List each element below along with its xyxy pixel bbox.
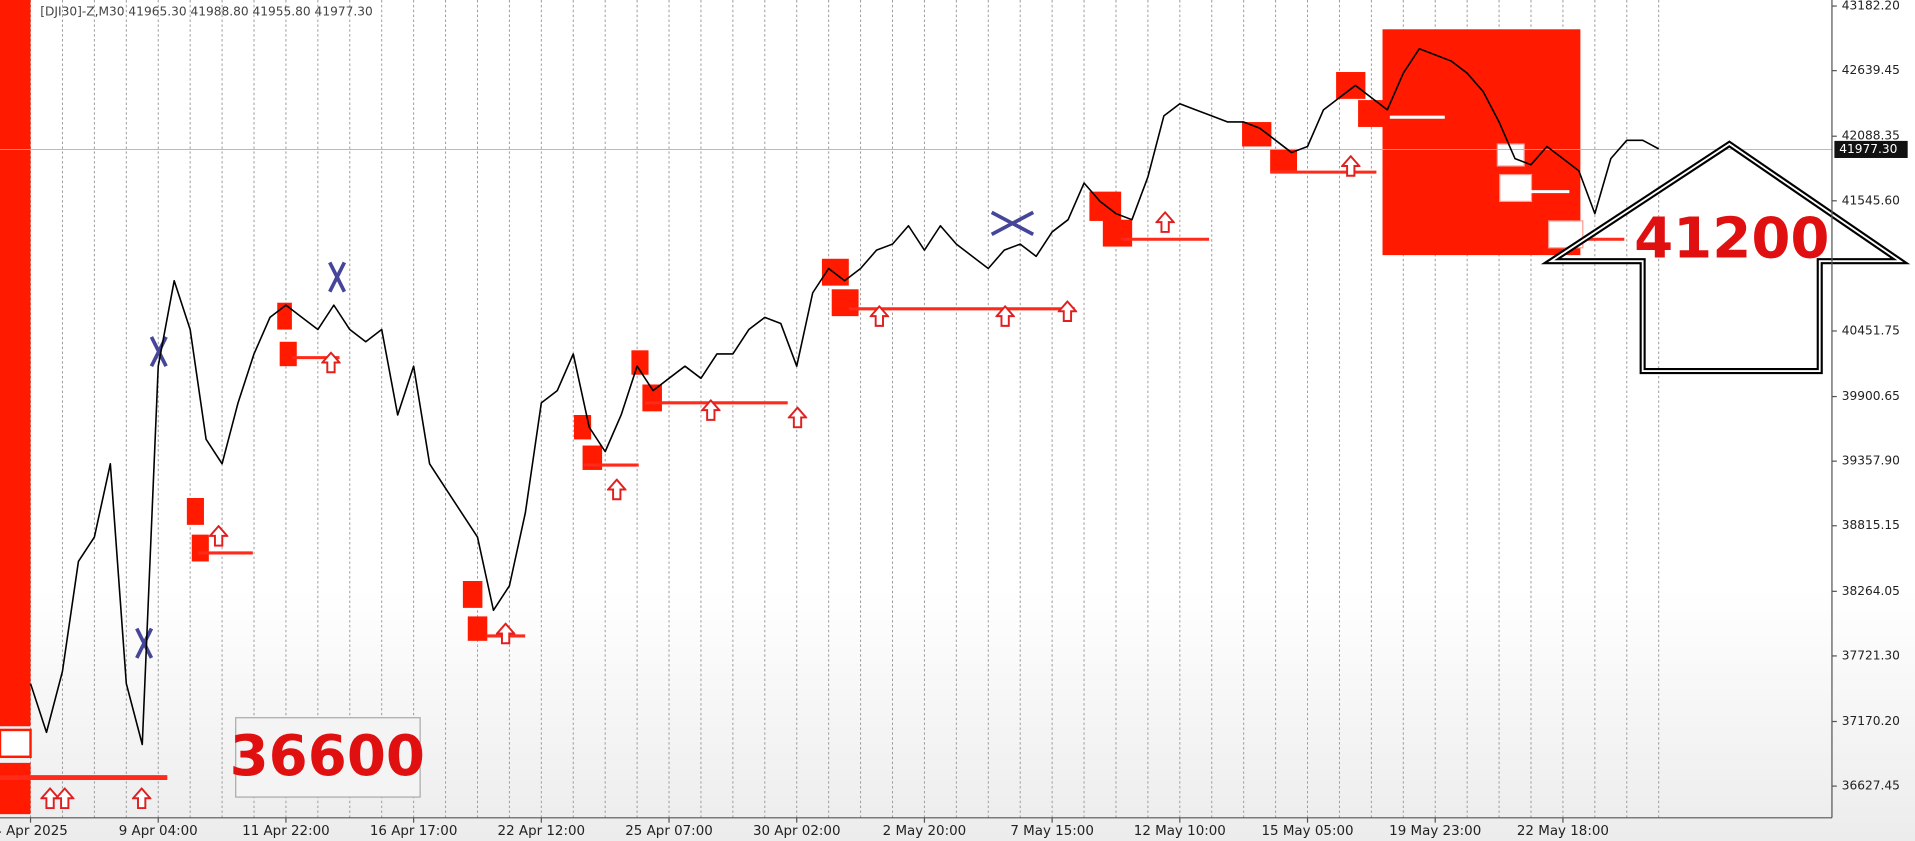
y-tick-label: 37170.20	[1842, 714, 1900, 728]
series-layer	[0, 47, 1832, 746]
y-tick-label: 40451.75	[1842, 323, 1900, 337]
zone	[574, 415, 592, 440]
y-tick-label: 39900.65	[1842, 389, 1900, 403]
x-tick-label: 9 Apr 04:00	[119, 824, 198, 839]
x-tick-label: 30 Apr 02:00	[753, 824, 841, 839]
zone	[0, 728, 32, 758]
zone	[467, 616, 488, 641]
x-tick-label: 12 May 10:00	[1134, 824, 1226, 839]
zone	[0, 0, 31, 727]
zone	[186, 498, 204, 525]
cross-marks	[135, 210, 1035, 659]
y-tick-label: 42639.45	[1842, 63, 1900, 77]
chart-header: [DJI30]-Z,M30 41965.30 41988.80 41955.80…	[40, 5, 372, 19]
zone	[1499, 173, 1533, 203]
y-tick-label: 37721.30	[1842, 648, 1900, 662]
annotation-box	[235, 717, 421, 798]
y-tick-label: 38264.05	[1842, 584, 1900, 598]
x-tick-label: 4 Apr 2025	[0, 824, 68, 839]
y-tick-label: 43182.20	[1842, 0, 1900, 13]
x-tick-label: 25 Apr 07:00	[625, 824, 713, 839]
indicator-zones	[0, 0, 1584, 815]
zone	[1358, 100, 1388, 127]
y-tick-label: 39357.90	[1842, 454, 1900, 468]
indicator-levels	[0, 115, 1625, 780]
x-tick-label: 2 May 20:00	[883, 824, 967, 839]
zone	[642, 384, 662, 412]
y-tick-label: 38815.15	[1842, 518, 1900, 532]
x-tick-label: 19 May 23:00	[1389, 824, 1481, 839]
zone	[1547, 220, 1584, 249]
zone	[1336, 72, 1366, 99]
x-tick-label: 11 Apr 22:00	[242, 824, 330, 839]
zone	[279, 341, 297, 367]
x-tick-label: 22 May 18:00	[1517, 824, 1609, 839]
x-tick-label: 16 Apr 17:00	[370, 824, 458, 839]
cross	[328, 261, 347, 293]
x-tick-label: 15 May 05:00	[1261, 824, 1353, 839]
x-tick-label: 7 May 15:00	[1010, 824, 1094, 839]
zone	[1102, 219, 1133, 247]
annotation-arrow	[1547, 142, 1904, 372]
cross	[990, 210, 1035, 236]
zone	[831, 289, 859, 317]
y-tick-label: 42088.35	[1842, 129, 1900, 143]
zone	[462, 581, 483, 608]
zone	[1382, 29, 1581, 256]
x-tick-label: 22 Apr 12:00	[498, 824, 586, 839]
current-price-box	[1834, 140, 1908, 158]
zone	[0, 762, 31, 815]
cross	[149, 336, 168, 368]
annotation-text: 36600	[230, 724, 425, 789]
annotation-text: 41200	[1634, 206, 1829, 271]
zone	[191, 534, 209, 562]
y-tick-label: 36627.45	[1842, 779, 1900, 793]
current-price-label: 41977.30	[1839, 142, 1897, 156]
y-tick-label: 41545.60	[1842, 193, 1900, 207]
cross	[135, 627, 154, 659]
zone	[1270, 148, 1298, 171]
price-line	[29, 47, 1660, 746]
